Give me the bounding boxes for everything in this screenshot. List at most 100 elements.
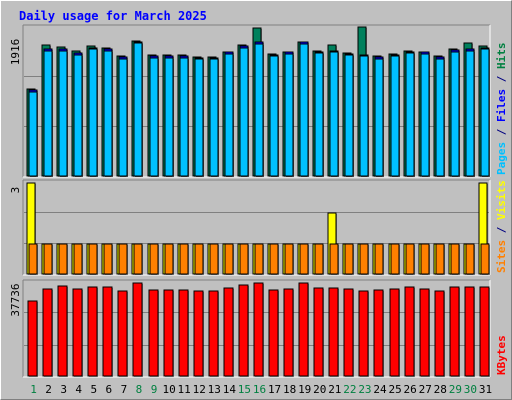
legend-entry: Sites bbox=[495, 240, 508, 273]
day-label: 13 bbox=[208, 383, 221, 396]
bar-kbytes bbox=[449, 286, 460, 377]
bar-sites bbox=[133, 243, 143, 275]
day-label: 12 bbox=[193, 383, 206, 396]
bar-kbytes bbox=[178, 289, 189, 377]
panel-kbytes-legend: KBytes bbox=[495, 335, 508, 375]
bar-sites bbox=[149, 243, 159, 275]
day-label: 26 bbox=[404, 383, 417, 396]
chart-title: Daily usage for March 2025 bbox=[19, 9, 207, 23]
bar-pages bbox=[435, 58, 445, 177]
legend-entry: / bbox=[495, 69, 508, 89]
day-label: 7 bbox=[121, 383, 128, 396]
bar-kbytes bbox=[87, 286, 98, 377]
bar-pages bbox=[239, 47, 249, 177]
bar-pages bbox=[28, 91, 38, 177]
bar-pages bbox=[103, 50, 113, 177]
day-label: 29 bbox=[449, 383, 462, 396]
bar-sites bbox=[43, 243, 53, 275]
panel-visits-sites-legend: Sites / Visits bbox=[495, 180, 508, 273]
bar-kbytes bbox=[193, 290, 204, 377]
bar-pages bbox=[58, 50, 68, 177]
bar-pages bbox=[420, 53, 430, 177]
day-label: 21 bbox=[328, 383, 341, 396]
bar-sites bbox=[344, 243, 354, 275]
day-label: 22 bbox=[343, 383, 356, 396]
day-label: 20 bbox=[313, 383, 326, 396]
bar-sites bbox=[435, 243, 445, 275]
bar-kbytes bbox=[328, 287, 339, 377]
bar-kbytes bbox=[27, 300, 38, 377]
legend-entry: / bbox=[495, 122, 508, 142]
day-label: 19 bbox=[298, 383, 311, 396]
bar-kbytes bbox=[223, 287, 234, 377]
bar-kbytes bbox=[373, 289, 384, 377]
bar-sites bbox=[284, 243, 294, 275]
bar-kbytes bbox=[434, 290, 445, 377]
panel-kbytes-max-label: 37736 bbox=[9, 283, 22, 316]
bar-pages bbox=[405, 52, 415, 177]
bar-sites bbox=[88, 243, 98, 275]
bar-kbytes bbox=[132, 282, 143, 377]
bar-kbytes bbox=[283, 288, 294, 377]
bar-kbytes bbox=[358, 290, 369, 377]
day-label: 28 bbox=[434, 383, 447, 396]
day-label: 11 bbox=[178, 383, 191, 396]
bar-kbytes bbox=[117, 290, 128, 377]
bar-kbytes bbox=[464, 286, 475, 377]
day-label: 23 bbox=[358, 383, 371, 396]
day-label: 5 bbox=[90, 383, 97, 396]
day-label: 25 bbox=[388, 383, 401, 396]
panel-hits-files-pages-max-label: 1916 bbox=[9, 39, 22, 66]
bar-pages bbox=[329, 51, 339, 177]
bar-sites bbox=[73, 243, 83, 275]
day-label: 3 bbox=[60, 383, 67, 396]
bar-kbytes bbox=[208, 290, 219, 377]
bar-pages bbox=[374, 58, 384, 177]
bar-sites bbox=[58, 243, 68, 275]
bar-sites bbox=[118, 243, 128, 275]
day-label: 18 bbox=[283, 383, 296, 396]
day-label: 24 bbox=[373, 383, 387, 396]
day-label: 14 bbox=[223, 383, 237, 396]
bar-pages bbox=[314, 52, 324, 177]
bar-pages bbox=[359, 55, 369, 177]
day-label: 2 bbox=[45, 383, 52, 396]
bar-kbytes bbox=[238, 284, 249, 377]
bar-kbytes bbox=[298, 282, 309, 377]
panel-visits-sites-max-label: 3 bbox=[9, 187, 22, 194]
legend-entry: / bbox=[495, 220, 508, 240]
bar-sites bbox=[269, 243, 279, 275]
bar-sites bbox=[254, 243, 264, 275]
day-label: 1 bbox=[30, 383, 37, 396]
bar-sites bbox=[359, 243, 369, 275]
panel-hits-files-pages-legend: Pages / Files / Hits bbox=[495, 43, 508, 176]
bar-sites bbox=[194, 243, 204, 275]
bar-pages bbox=[465, 50, 475, 177]
bar-kbytes bbox=[253, 282, 264, 377]
bar-pages bbox=[284, 53, 294, 177]
bar-sites bbox=[224, 243, 234, 275]
bar-sites bbox=[405, 243, 415, 275]
legend-entry: Visits bbox=[495, 180, 508, 220]
bar-kbytes bbox=[479, 286, 490, 377]
bar-kbytes bbox=[57, 285, 68, 377]
bar-pages bbox=[269, 55, 279, 177]
bar-sites bbox=[209, 243, 219, 275]
bar-pages bbox=[73, 54, 83, 177]
bar-sites bbox=[179, 243, 189, 275]
bar-pages bbox=[88, 48, 98, 177]
bar-sites bbox=[314, 243, 324, 275]
bar-sites bbox=[480, 243, 490, 275]
bar-pages bbox=[209, 58, 219, 177]
legend-entry: Hits bbox=[495, 43, 508, 70]
bar-kbytes bbox=[163, 289, 174, 377]
day-label: 16 bbox=[253, 383, 266, 396]
bar-kbytes bbox=[313, 287, 324, 377]
bar-sites bbox=[420, 243, 430, 275]
bar-kbytes bbox=[343, 288, 354, 377]
bar-pages bbox=[149, 57, 159, 177]
bar-sites bbox=[164, 243, 174, 275]
bar-sites bbox=[450, 243, 460, 275]
day-label: 17 bbox=[268, 383, 281, 396]
